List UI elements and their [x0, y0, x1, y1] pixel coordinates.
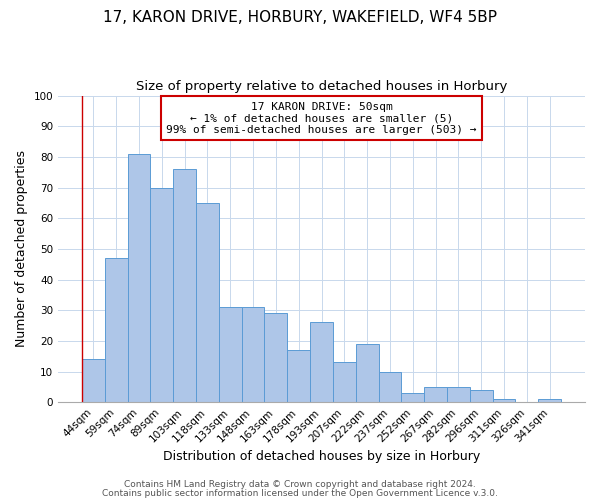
Text: Contains HM Land Registry data © Crown copyright and database right 2024.: Contains HM Land Registry data © Crown c…: [124, 480, 476, 489]
Bar: [151, 188, 173, 402]
Bar: [379, 372, 401, 402]
Text: Contains public sector information licensed under the Open Government Licence v.: Contains public sector information licen…: [102, 489, 498, 498]
Bar: [196, 203, 219, 402]
Bar: [447, 387, 470, 402]
Text: 17, KARON DRIVE, HORBURY, WAKEFIELD, WF4 5BP: 17, KARON DRIVE, HORBURY, WAKEFIELD, WF4…: [103, 10, 497, 25]
Bar: [105, 258, 128, 402]
X-axis label: Distribution of detached houses by size in Horbury: Distribution of detached houses by size …: [163, 450, 480, 462]
Bar: [401, 393, 424, 402]
Bar: [265, 314, 287, 402]
Bar: [128, 154, 151, 402]
Bar: [333, 362, 356, 402]
Y-axis label: Number of detached properties: Number of detached properties: [15, 150, 28, 348]
Bar: [310, 322, 333, 402]
Title: Size of property relative to detached houses in Horbury: Size of property relative to detached ho…: [136, 80, 507, 93]
Bar: [538, 399, 561, 402]
Bar: [424, 387, 447, 402]
Bar: [242, 307, 265, 402]
Bar: [173, 169, 196, 402]
Text: 17 KARON DRIVE: 50sqm
← 1% of detached houses are smaller (5)
99% of semi-detach: 17 KARON DRIVE: 50sqm ← 1% of detached h…: [166, 102, 477, 135]
Bar: [287, 350, 310, 402]
Bar: [82, 360, 105, 402]
Bar: [493, 399, 515, 402]
Bar: [219, 307, 242, 402]
Bar: [356, 344, 379, 402]
Bar: [470, 390, 493, 402]
